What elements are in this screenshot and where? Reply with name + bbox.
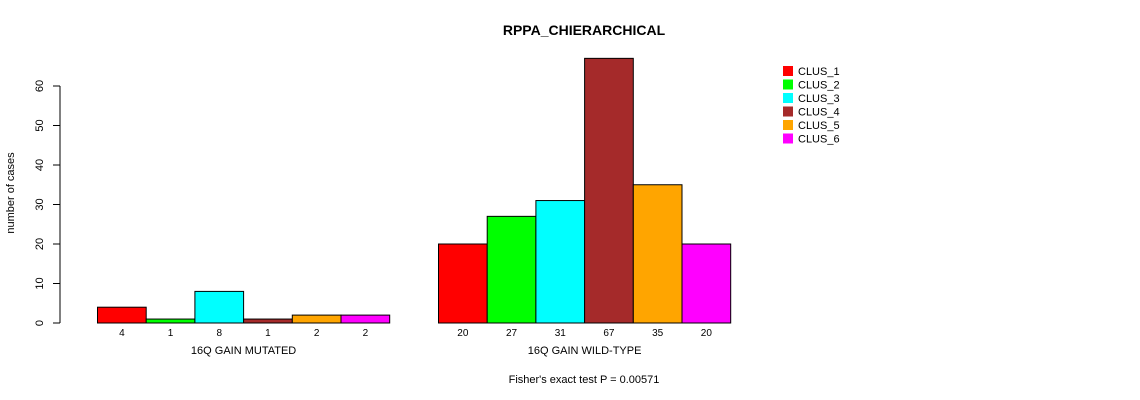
legend-label: CLUS_2 [798,80,840,92]
y-tick-label: 40 [34,159,46,171]
y-tick-label: 0 [34,320,46,326]
bar-value-label: 1 [265,328,271,339]
group-labels: 16Q GAIN MUTATED 16Q GAIN WILD-TYPE [191,345,642,357]
group-label: 16Q GAIN MUTATED [191,345,296,357]
chart-title: RPPA_CHIERARCHICAL [503,22,666,38]
legend-label: CLUS_4 [798,107,840,119]
bar-clus-6 [681,243,732,324]
bar-value-label: 20 [457,328,469,339]
legend-swatch [783,66,793,76]
bar-clus-3 [194,290,245,324]
legend-swatch [783,120,793,130]
bar-value-label: 27 [506,328,518,339]
bar-value-label: 8 [216,328,222,339]
legend-label: CLUS_6 [798,134,840,146]
bar-clus-5 [632,184,683,324]
y-tick-label: 60 [34,80,46,92]
bar-value-label: 20 [701,328,713,339]
y-axis-label: number of cases [5,152,17,234]
bar-clus-4 [243,318,293,324]
bar-clus-2 [486,215,537,324]
y-tick-label: 10 [34,277,46,289]
bars [97,57,732,324]
bar-value-label: 4 [119,328,125,339]
bar-value-label: 35 [652,328,664,339]
legend-swatch [783,106,793,117]
bar-value-label: 2 [363,328,369,339]
bar-value-label: 67 [603,328,615,339]
legend-swatch [783,93,793,103]
bar-clus-3 [535,200,586,324]
bar-clus-4 [584,57,634,324]
bar-clus-6 [340,314,391,324]
legend-label: CLUS_5 [798,120,840,132]
bar-value-label: 1 [168,328,174,339]
y-tick-label: 50 [34,119,46,131]
bar-value-label: 2 [314,328,320,339]
bar-clus-5 [291,314,342,324]
legend-label: CLUS_1 [798,66,840,78]
bar-clus-2 [145,318,196,324]
legend-swatch [783,133,793,144]
legend-label: CLUS_3 [798,93,840,105]
legend-swatch [783,79,793,90]
y-tick-label: 30 [34,198,46,210]
bar-clus-1 [438,243,488,324]
footnote: Fisher's exact test P = 0.00571 [509,374,660,386]
group-label: 16Q GAIN WILD-TYPE [528,345,642,357]
bar-value-label: 31 [555,328,567,339]
bar-clus-1 [97,306,147,324]
y-tick-label: 20 [34,238,46,250]
bar-value-labels: 4 1 8 1 2 2 20 27 31 67 35 20 [119,328,712,339]
y-axis: 0 10 20 30 40 50 60 [34,80,61,326]
